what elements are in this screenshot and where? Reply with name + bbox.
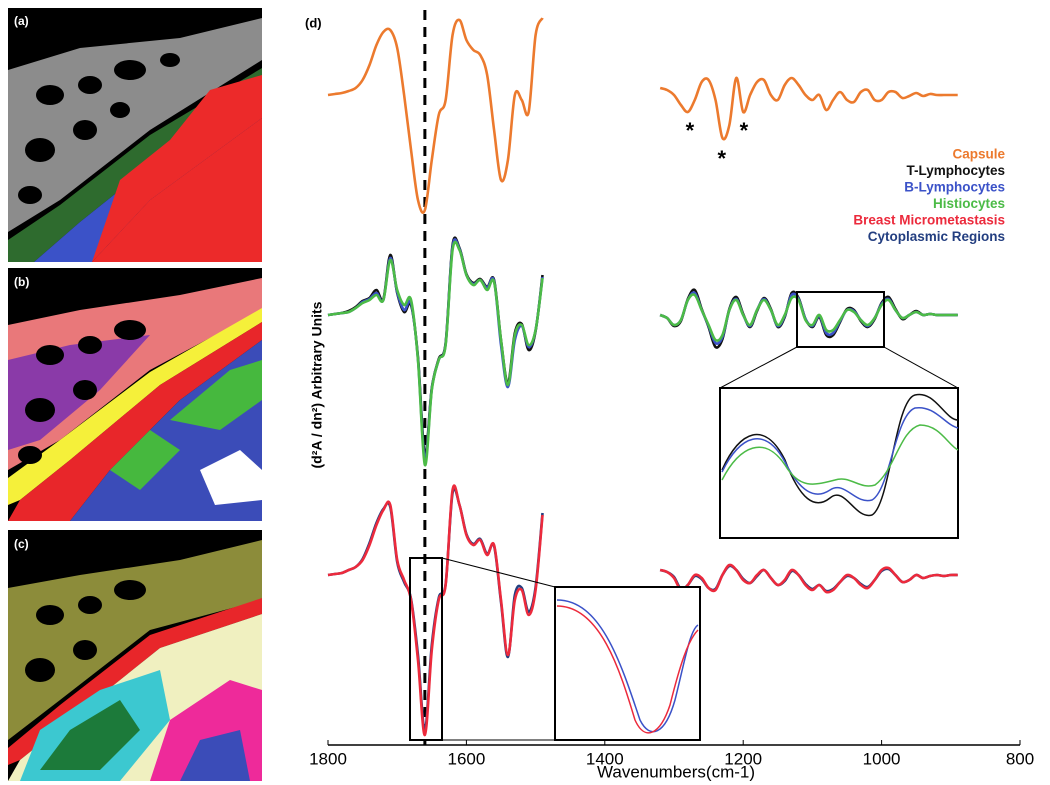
legend-entry: T-Lymphocytes bbox=[906, 163, 1005, 178]
y-axis-label: (d²A / dn²) Arbitrary Units bbox=[309, 301, 325, 468]
legend-entry: B-Lymphocytes bbox=[904, 180, 1005, 195]
x-tick-label: 1800 bbox=[309, 749, 347, 768]
spectrum-line bbox=[327, 484, 958, 737]
zoom-insets bbox=[409, 291, 959, 741]
x-tick-label: 1600 bbox=[447, 749, 485, 768]
x-tick-label: 1000 bbox=[863, 749, 901, 768]
x-tick-label: 1200 bbox=[724, 749, 762, 768]
x-tick-label: 1400 bbox=[586, 749, 624, 768]
legend-entry: Capsule bbox=[952, 147, 1005, 162]
x-axis-label: Wavenumbers(cm-1) bbox=[597, 762, 755, 781]
legend-entry: Histiocytes bbox=[933, 196, 1005, 211]
panel-label: (d) bbox=[305, 15, 322, 30]
map-panel-a: (a) bbox=[8, 8, 262, 262]
spectrum-line bbox=[327, 17, 958, 214]
annotation: * bbox=[686, 118, 695, 143]
map-panel-b: (b) bbox=[8, 268, 262, 521]
legend-entry: Breast Micrometastasis bbox=[853, 213, 1005, 228]
x-tick-label: 800 bbox=[1006, 749, 1034, 768]
panel-label: (c) bbox=[14, 537, 29, 551]
legend-entry: Cytoplasmic Regions bbox=[868, 229, 1005, 244]
annotation: * bbox=[740, 118, 749, 143]
panel-label: (b) bbox=[14, 275, 29, 289]
annotation: * bbox=[717, 146, 726, 171]
spectra-chart: (d) Wavenumbers(cm-1) (d²A / dn²) Arbitr… bbox=[305, 10, 1034, 781]
spectrum-line bbox=[327, 240, 958, 467]
map-panel-c: (c) bbox=[8, 530, 262, 781]
panel-label: (a) bbox=[14, 14, 29, 28]
